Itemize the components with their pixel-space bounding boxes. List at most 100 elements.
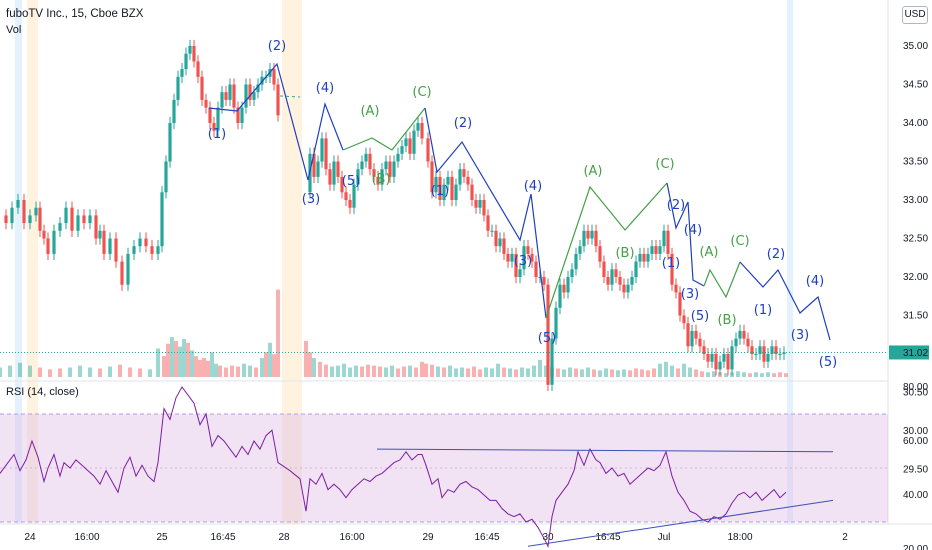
candle (634, 261, 638, 277)
volume-bar (268, 342, 272, 377)
volume-bar (700, 371, 704, 377)
candle (360, 161, 364, 170)
candle (184, 53, 188, 70)
volume-bar (88, 367, 92, 377)
time-tick-label: 16:00 (74, 532, 99, 543)
elliott-wave-line (545, 182, 668, 319)
volume-bar (272, 354, 276, 377)
volume-bar (586, 367, 590, 377)
volume-bar (0, 367, 2, 377)
elliott-wave-line (739, 261, 831, 341)
candle (364, 153, 368, 162)
candle (782, 352, 786, 354)
candle (466, 176, 470, 185)
wave-label-blue: (3) (791, 328, 809, 343)
volume-bar (162, 356, 166, 377)
volume-bar (264, 352, 268, 377)
volume-bar (520, 367, 524, 377)
volume-bar (646, 370, 650, 377)
candle (734, 338, 738, 347)
volume-bar (508, 368, 512, 377)
volume-bar (682, 363, 686, 377)
volume-bar (148, 369, 152, 377)
volume-bar (442, 367, 446, 377)
candle (614, 269, 618, 277)
candle (150, 246, 154, 254)
wave-label-green: (B) (371, 172, 390, 187)
session-highlight (787, 0, 793, 524)
session-highlight (27, 0, 38, 524)
wave-label-blue: (5) (342, 174, 360, 189)
volume-bar (372, 365, 376, 377)
volume-bar (210, 352, 214, 377)
candle (618, 277, 622, 285)
time-tick-label: 16:45 (474, 532, 499, 543)
volume-bar (230, 365, 234, 377)
candle (638, 253, 642, 262)
candle (192, 46, 196, 62)
time-tick-label: 28 (278, 532, 290, 543)
candle (426, 138, 430, 162)
candle (76, 215, 80, 231)
candle (236, 107, 240, 123)
candle (538, 277, 542, 278)
rsi-support-trendline (527, 499, 834, 547)
volume-bar (174, 340, 178, 377)
volume-bar (128, 367, 132, 377)
candle (228, 84, 232, 100)
candle (586, 230, 590, 239)
volume-bar (312, 358, 316, 377)
candle (442, 184, 446, 200)
candle (650, 246, 654, 254)
rsi-label: RSI (14, close) (6, 386, 79, 398)
candle (590, 230, 594, 239)
symbol-title[interactable]: fuboTV Inc., 15, Cboe BZX (6, 8, 144, 20)
candle (216, 107, 220, 131)
candle (64, 207, 68, 224)
price-tick-label: 35.00 (903, 41, 928, 52)
volume-bar (408, 365, 412, 377)
candle (762, 346, 766, 362)
volume-bar (622, 369, 626, 377)
candle (690, 330, 694, 347)
volume-bar (242, 363, 246, 377)
volume-bar (460, 367, 464, 377)
volume-bar (514, 369, 518, 377)
volume-bar (202, 358, 206, 377)
volume-bar (260, 358, 264, 377)
candle (98, 230, 102, 239)
volume-bar (348, 367, 352, 377)
volume-bar (568, 367, 572, 377)
time-tick-label: 18:00 (727, 532, 752, 543)
wave-label-blue: (1) (754, 303, 772, 318)
candle (396, 153, 400, 162)
volume-bar (640, 369, 644, 377)
candle (52, 230, 56, 254)
price-tick-label: 30.50 (903, 388, 928, 399)
candle (778, 354, 782, 355)
candle (482, 200, 486, 216)
candle (276, 84, 280, 116)
candle (272, 69, 276, 85)
volume-bar (206, 360, 210, 377)
volume-bar (390, 365, 394, 377)
candle (120, 261, 124, 285)
candle (718, 361, 722, 370)
volume-bar (186, 342, 190, 377)
candle (372, 169, 376, 177)
candle (212, 123, 216, 131)
candle (16, 200, 20, 208)
volume-bar (580, 369, 584, 377)
rsi-line (0, 386, 787, 548)
elliott-wave-line (208, 62, 344, 181)
volume-bar (28, 365, 32, 377)
currency-button[interactable]: USD (902, 6, 928, 24)
candle (458, 169, 462, 185)
volume-bar (156, 348, 160, 377)
volume-bar (574, 368, 578, 377)
time-tick-label: 29 (422, 532, 434, 543)
volume-bar (48, 369, 52, 377)
volume-bar (592, 369, 596, 377)
volume-bar (466, 368, 470, 377)
